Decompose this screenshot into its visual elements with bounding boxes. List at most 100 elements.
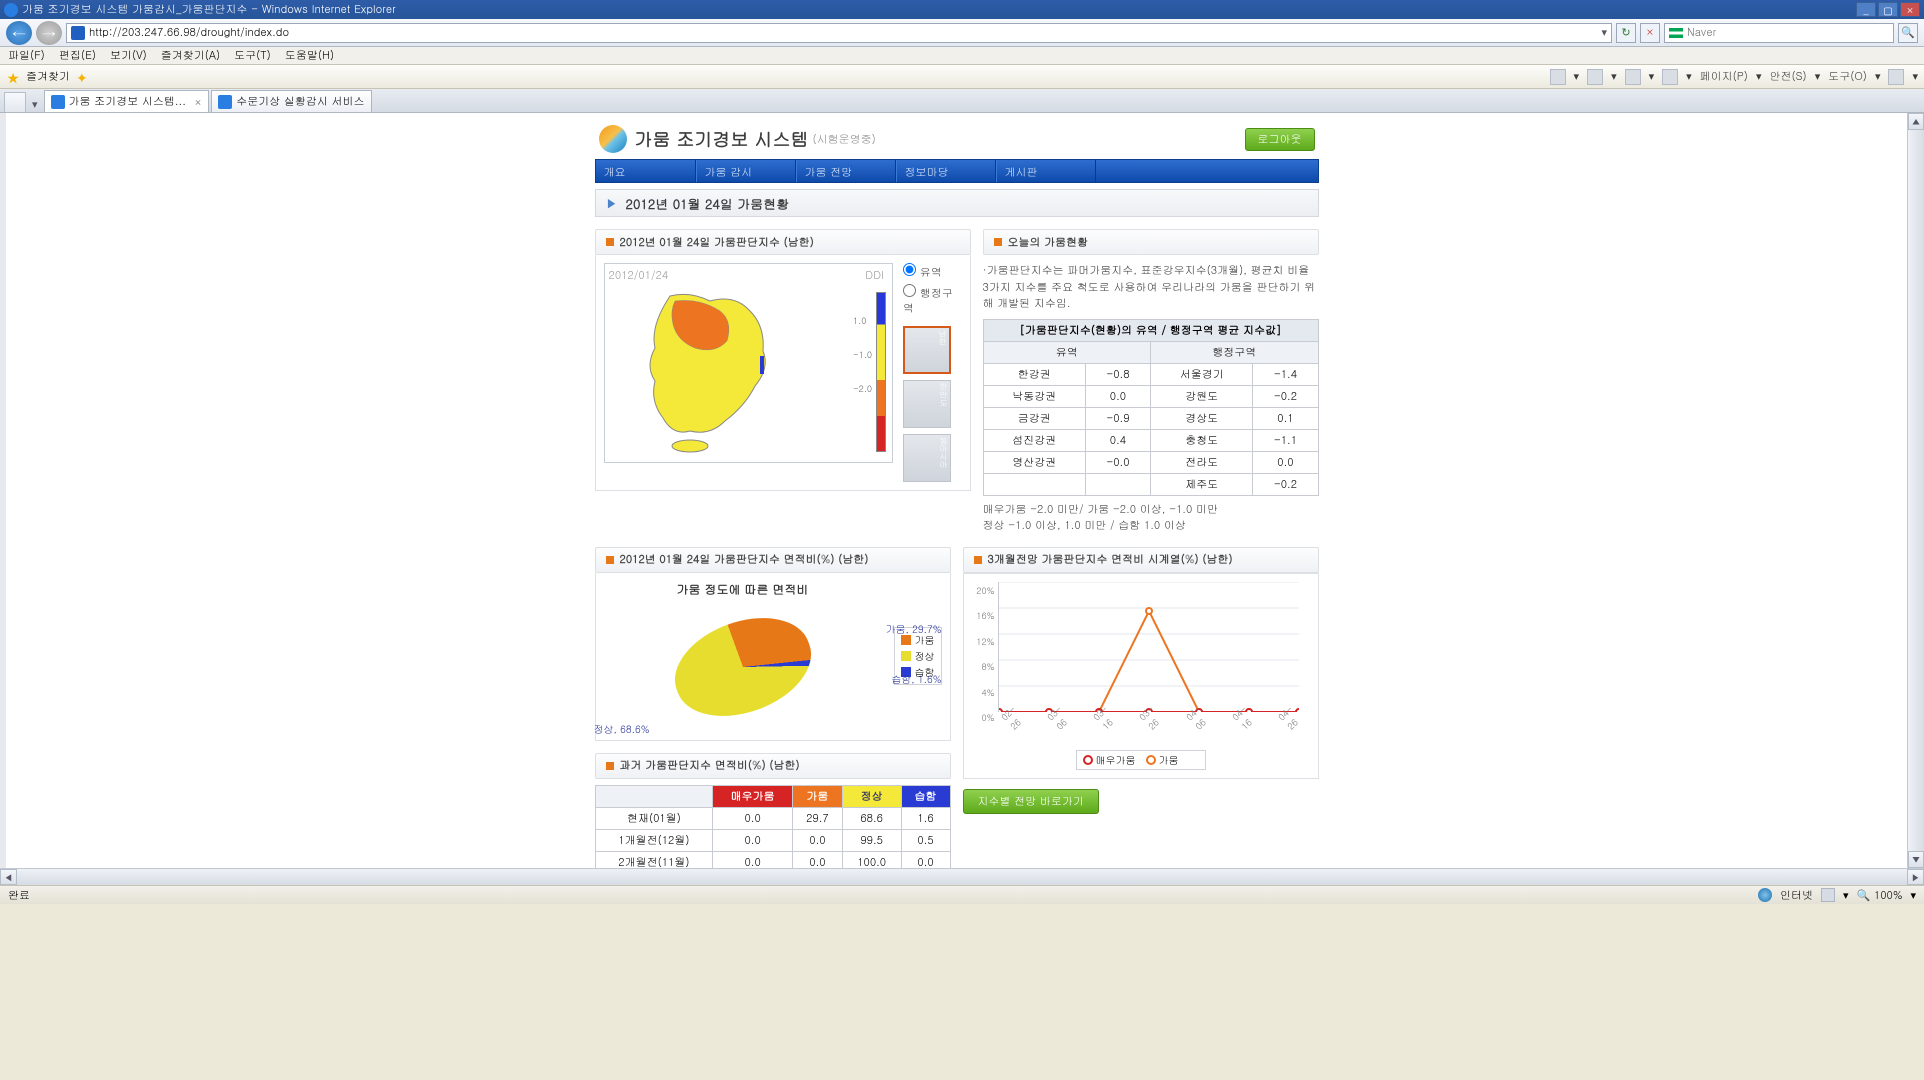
ie-icon — [4, 3, 18, 17]
color-scale — [876, 292, 886, 452]
forward-button[interactable]: → — [36, 21, 62, 45]
feed-icon[interactable] — [1587, 69, 1603, 85]
cmd-page[interactable]: 페이지(P) — [1700, 69, 1748, 84]
menu-file[interactable]: 파일(F) — [8, 48, 45, 63]
search-input[interactable] — [1687, 25, 1889, 40]
threshold-note: 매우가뭄 -2.0 미만/ 가뭄 -2.0 이상, -1.0 미만 정상 -1.… — [983, 502, 1319, 535]
tab-close-icon[interactable]: × — [194, 95, 202, 109]
new-tab-button[interactable] — [4, 92, 26, 112]
section-title: 3개월전망 가뭄판단지수 면적비 시계열(%) (남한) — [988, 552, 1233, 567]
section-history-header: 과거 가뭄판단지수 면적비(%) (남한) — [595, 753, 951, 779]
tab-favicon-icon — [51, 95, 65, 109]
section-map-header: 2012년 01월 24일 가뭄판단지수 (남한) — [595, 229, 971, 255]
naver-icon — [1669, 28, 1683, 38]
pie-label-normal: 정상, 68.6% — [594, 722, 650, 736]
line-chart-panel: 20%16%12% 8%4%0% — [963, 573, 1319, 779]
logo-icon — [599, 125, 627, 153]
star-icon[interactable]: ★ — [6, 67, 20, 87]
section-title: 2012년 01월 24일 가뭄판단지수 면적비(%) (남한) — [620, 552, 869, 567]
map-date: 2012/01/24 — [609, 268, 669, 283]
thumb-southkorea[interactable]: 남한 — [903, 326, 951, 374]
favorites-label[interactable]: 즐겨찾기 — [26, 69, 70, 84]
cmd-safety[interactable]: 안전(S) — [1769, 69, 1806, 84]
viewport: 가뭄 조기경보 시스템 (시험운영중) 로그아웃 개요 가뭄 감시 가뭄 전망 … — [0, 113, 1924, 868]
print-icon[interactable] — [1662, 69, 1678, 85]
col-admin: 행정구역 — [1150, 341, 1318, 363]
status-text: 완료 — [8, 888, 30, 903]
horizontal-scrollbar[interactable]: ◀ ▶ — [0, 868, 1924, 885]
section-title: 오늘의 가뭄현황 — [1008, 235, 1089, 250]
status-description: ·가뭄판단지수는 파머가뭄지수, 표준강우지수(3개월), 평균치 비율 3가지… — [983, 263, 1319, 313]
site-title: 가뭄 조기경보 시스템 — [635, 127, 809, 152]
thumb-peninsula[interactable]: 한반도 — [903, 380, 951, 428]
search-button[interactable]: 🔍 — [1898, 23, 1918, 43]
scroll-up-button[interactable]: ▲ — [1908, 113, 1924, 130]
global-nav: 개요 가뭄 감시 가뭄 전망 정보마당 게시판 — [595, 159, 1319, 183]
map-ddi: DDI — [865, 268, 884, 283]
back-button[interactable]: ← — [6, 21, 32, 45]
mail-icon[interactable] — [1625, 69, 1641, 85]
close-button[interactable]: × — [1900, 2, 1920, 17]
tab-bar: ▾ 가뭄 조기경보 시스템... × 수문기상 실황감시 서비스 — [0, 89, 1924, 113]
bullet-icon — [606, 556, 614, 564]
line-chart: 20%16%12% 8%4%0% — [998, 582, 1298, 712]
logout-button[interactable]: 로그아웃 — [1245, 128, 1315, 151]
favorites-bar: ★ 즐겨찾기 ✦ ▾ ▾ ▾ ▾ 페이지(P)▾ 안전(S)▾ 도구(O)▾ ▾ — [0, 65, 1924, 89]
line-legend: 매우가뭄 가뭄 — [1076, 750, 1206, 770]
stop-button[interactable]: × — [1640, 23, 1660, 43]
dropdown-icon[interactable]: ▾ — [1601, 25, 1607, 40]
tab-favicon-icon — [218, 95, 232, 109]
window-title: 가뭄 조기경보 시스템 가뭄감시_가뭄판단지수 - Windows Intern… — [22, 2, 396, 17]
menu-help[interactable]: 도움말(H) — [285, 48, 334, 63]
menu-favorites[interactable]: 즐겨찾기(A) — [161, 48, 220, 63]
cmd-tools[interactable]: 도구(O) — [1828, 69, 1867, 84]
menu-view[interactable]: 보기(V) — [110, 48, 147, 63]
vertical-scrollbar[interactable]: ▲ ▼ — [1907, 113, 1924, 868]
help-icon[interactable] — [1888, 69, 1904, 85]
radio-admin[interactable]: 행정구역 — [903, 284, 961, 316]
scroll-right-button[interactable]: ▶ — [1907, 869, 1924, 885]
refresh-button[interactable]: ↻ — [1616, 23, 1636, 43]
menu-edit[interactable]: 편집(E) — [59, 48, 96, 63]
address-bar[interactable]: ▾ — [66, 23, 1612, 43]
favicon-icon — [71, 26, 85, 40]
nav-overview[interactable]: 개요 — [596, 160, 696, 182]
outlook-link-button[interactable]: 지수별 전망 바로가기 — [963, 789, 1099, 814]
table-title: [가뭄판단지수(현황)의 유역 / 행정구역 평균 지수값] — [983, 319, 1318, 341]
y-axis-labels: 20%16%12% 8%4%0% — [971, 578, 995, 731]
thumb-eastasia[interactable]: 동아시아 — [903, 434, 951, 482]
section-outlook-header: 3개월전망 가뭄판단지수 면적비 시계열(%) (남한) — [963, 547, 1319, 573]
bullet-icon — [974, 556, 982, 564]
site-header: 가뭄 조기경보 시스템 (시험운영중) 로그아웃 — [595, 113, 1319, 159]
nav-info[interactable]: 정보마당 — [896, 160, 996, 182]
radio-basin[interactable]: 유역 — [903, 263, 961, 280]
tab-1[interactable]: 가뭄 조기경보 시스템... × — [44, 90, 210, 112]
scale-ticks: 1.0 -1.0 -2.0 — [853, 304, 872, 406]
date-header: ▶ 2012년 01월 24일 가뭄현황 — [595, 189, 1319, 217]
section-pie-header: 2012년 01월 24일 가뭄판단지수 면적비(%) (남한) — [595, 547, 951, 573]
search-box[interactable] — [1664, 23, 1894, 43]
scroll-down-button[interactable]: ▼ — [1908, 851, 1924, 868]
minimize-button[interactable]: _ — [1856, 2, 1876, 17]
nav-monitor[interactable]: 가뭄 감시 — [696, 160, 796, 182]
scroll-left-button[interactable]: ◀ — [0, 869, 17, 885]
zone-label: 인터넷 — [1780, 888, 1813, 903]
protected-mode-icon[interactable] — [1821, 888, 1835, 902]
maximize-button[interactable]: ▢ — [1878, 2, 1898, 17]
tab-label: 가뭄 조기경보 시스템... — [69, 94, 186, 109]
zoom-label[interactable]: 🔍 100% — [1857, 888, 1903, 903]
tab-2[interactable]: 수문기상 실황감시 서비스 — [211, 90, 371, 112]
pie-panel: 가뭄 정도에 따른 면적비 가뭄, 29.7% 습함, 1.6% 정상, 68.… — [595, 573, 951, 741]
nav-board[interactable]: 게시판 — [996, 160, 1096, 182]
url-input[interactable] — [89, 25, 1601, 40]
tab-label: 수문기상 실황감시 서비스 — [236, 94, 364, 109]
add-favorite-icon[interactable]: ✦ — [76, 67, 88, 87]
home-icon[interactable] — [1550, 69, 1566, 85]
menu-tools[interactable]: 도구(T) — [234, 48, 271, 63]
window-titlebar: 가뭄 조기경보 시스템 가뭄감시_가뭄판단지수 - Windows Intern… — [0, 0, 1924, 19]
pie-label-drought: 가뭄, 29.7% — [886, 622, 942, 636]
status-bar: 완료 인터넷 ▾ 🔍 100% ▾ — [0, 885, 1924, 904]
pie-title: 가뭄 정도에 따른 면적비 — [604, 581, 882, 598]
x-axis-labels: 02-2603-0603-16 03-2604-0604-1604-26 — [998, 714, 1298, 740]
nav-outlook[interactable]: 가뭄 전망 — [796, 160, 896, 182]
